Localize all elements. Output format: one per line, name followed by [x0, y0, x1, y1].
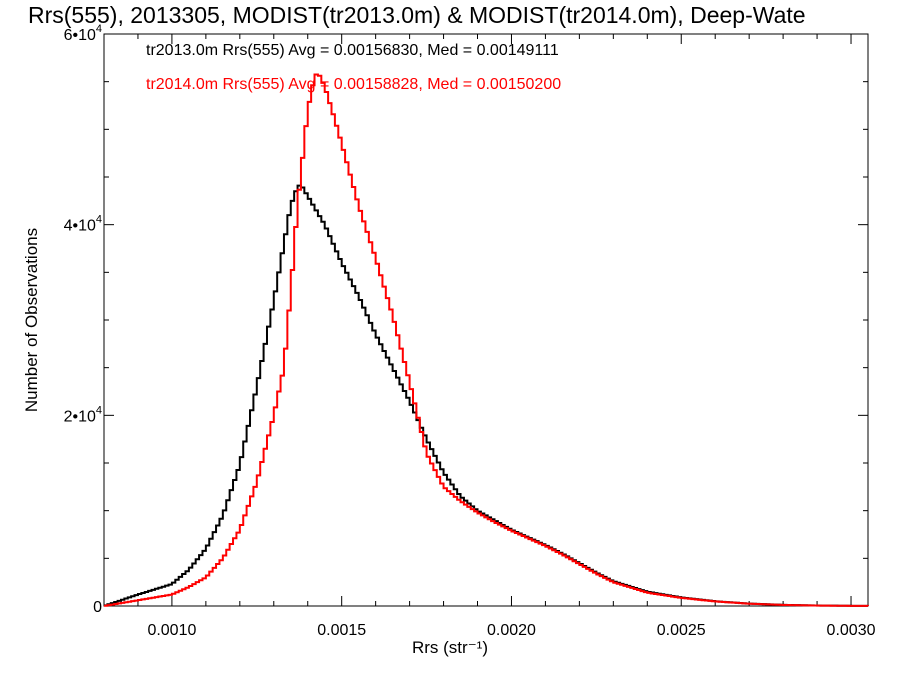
y-tick-label: 4•104	[64, 214, 102, 235]
y-tick-label: 6•104	[64, 23, 102, 44]
x-tick-label: 0.0010	[147, 622, 196, 639]
x-tick-label: 0.0015	[317, 622, 366, 639]
y-tick-label: 2•104	[64, 404, 102, 425]
legend-entry-series-2: tr2014.0m Rrs(555) Avg = 0.00158828, Med…	[146, 76, 562, 93]
chart-title: Rrs(555), 2013305, MODIST(tr2013.0m) & M…	[28, 2, 806, 28]
series-line-tr2014	[104, 73, 869, 607]
series-group	[104, 73, 869, 607]
x-tick-label: 0.0020	[487, 622, 536, 639]
x-axis-ticks: 0.0010 0.0015 0.0020 0.0025 0.0030	[137, 34, 876, 639]
x-tick-label: 0.0030	[827, 622, 876, 639]
x-tick-label: 0.0025	[657, 622, 706, 639]
x-axis-label: Rrs (str⁻¹)	[411, 638, 488, 657]
series-line-tr2013	[104, 184, 868, 607]
y-axis-ticks: 0 2•104 4•104 6•104	[64, 23, 868, 616]
legend-entry-series-1: tr2013.0m Rrs(555) Avg = 0.00156830, Med…	[146, 42, 559, 59]
y-tick-label: 0	[93, 599, 102, 616]
y-axis-label: Number of Observations	[22, 227, 41, 413]
